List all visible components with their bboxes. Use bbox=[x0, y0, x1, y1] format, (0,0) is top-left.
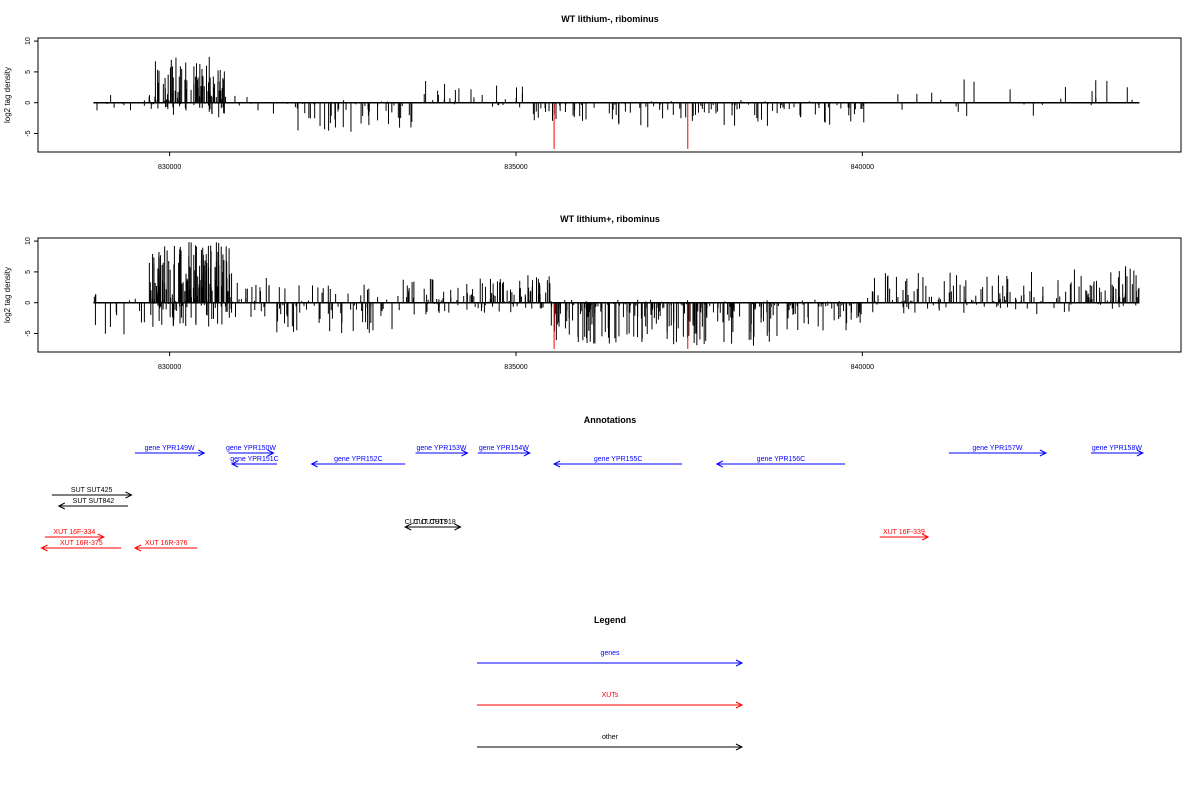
feature-label: gene YPR158W bbox=[1092, 445, 1142, 452]
arrow-head bbox=[735, 743, 744, 751]
arrow-head bbox=[461, 449, 469, 457]
feature-label: XUT 16F-339 bbox=[883, 529, 925, 536]
arrow-head bbox=[404, 523, 412, 531]
y-tick-label: 10 bbox=[25, 37, 32, 45]
arrow-head bbox=[230, 460, 239, 468]
panel-title: WT lithium+, ribominus bbox=[560, 214, 660, 224]
y-tick-label: 0 bbox=[25, 101, 32, 105]
arrow-head bbox=[1136, 449, 1145, 457]
x-tick-label: 840000 bbox=[851, 364, 874, 371]
feature-gene: gene YPR152C bbox=[310, 456, 406, 468]
legend-panel: Legend genes XUTs other bbox=[477, 615, 744, 751]
feature-other: CUT CUT918 bbox=[408, 519, 462, 531]
y-axis-label: log2 tag density bbox=[3, 267, 12, 323]
feature-label: CUT CUT918 bbox=[413, 519, 455, 526]
x-tick-label: 835000 bbox=[504, 364, 527, 371]
feature-label: SUT SUT842 bbox=[73, 498, 115, 505]
arrow-head bbox=[735, 659, 744, 667]
feature-gene: gene YPR157W bbox=[948, 445, 1048, 457]
annotations-title: Annotations bbox=[584, 415, 637, 425]
track-panel-lithium-plus: WT lithium+, ribominus log2 tag density … bbox=[3, 214, 1182, 371]
y-tick-label: 5 bbox=[25, 270, 32, 274]
bar-group bbox=[93, 242, 1140, 349]
feature-group: gene YPR149W gene YPR150W gene YPR151C gene… bbox=[40, 445, 1145, 552]
legend-item-xut: XUTs bbox=[477, 692, 744, 709]
arrow-head bbox=[57, 502, 66, 510]
annotations-panel: Annotations gene YPR149W gene YPR150Wgene… bbox=[40, 415, 1145, 552]
y-tick-label: 0 bbox=[25, 301, 32, 305]
arrow-head bbox=[523, 449, 531, 457]
arrow-head bbox=[735, 701, 744, 709]
x-tick-label: 830000 bbox=[158, 364, 181, 371]
axes-group: -5 0 5 10 830000 835000 840000 bbox=[25, 37, 874, 171]
arrow-head bbox=[198, 449, 206, 457]
arrow-head bbox=[552, 460, 561, 468]
track-panel-lithium-minus: WT lithium-, ribominus log2 tag density … bbox=[3, 14, 1182, 171]
feature-label: gene YPR152C bbox=[334, 456, 383, 463]
feature-gene: gene YPR150W bbox=[226, 445, 276, 457]
x-tick-label: 840000 bbox=[851, 164, 874, 171]
arrow-head bbox=[310, 460, 318, 468]
feature-label: gene YPR150W bbox=[226, 445, 276, 452]
feature-gene: gene YPR156C bbox=[715, 456, 846, 468]
arrow-head bbox=[267, 449, 275, 457]
feature-label: gene YPR151C bbox=[230, 456, 279, 463]
legend-item-other: other bbox=[477, 734, 744, 751]
feature-label: gene YPR157W bbox=[972, 445, 1022, 452]
feature-label: gene YPR156C bbox=[757, 456, 806, 463]
arrow-head bbox=[921, 533, 930, 541]
y-axis-label: log2 tag density bbox=[3, 67, 12, 123]
axes-group: -5 0 5 10 830000 835000 840000 bbox=[25, 237, 874, 371]
feature-label: XUT 16R-375 bbox=[60, 540, 103, 547]
x-tick-label: 835000 bbox=[504, 164, 527, 171]
feature-other: SUT SUT425 bbox=[51, 487, 133, 499]
feature-label: gene YPR149W bbox=[145, 445, 195, 452]
plot-frame bbox=[37, 37, 1182, 153]
legend-label: XUTs bbox=[602, 692, 619, 699]
arrow-head bbox=[125, 491, 133, 499]
feature-label: SUT SUT425 bbox=[71, 487, 113, 494]
feature-label: gene YPR154W bbox=[479, 445, 529, 452]
arrow-head bbox=[97, 533, 105, 541]
feature-other: SUT SUT842 bbox=[57, 498, 129, 510]
feature-gene: gene YPR151C bbox=[230, 456, 279, 468]
feature-xut: XUT 16R-376 bbox=[133, 540, 198, 552]
feature-label: gene YPR153W bbox=[416, 445, 466, 452]
y-tick-label: 5 bbox=[25, 70, 32, 74]
legend-title: Legend bbox=[594, 615, 626, 625]
feature-label: gene YPR155C bbox=[594, 456, 643, 463]
arrow-head bbox=[454, 523, 462, 531]
feature-label: CUT CUT917 bbox=[405, 519, 447, 526]
feature-gene: gene YPR158W bbox=[1090, 445, 1145, 457]
feature-gene: gene YPR149W bbox=[134, 445, 206, 457]
bar-group bbox=[93, 56, 1140, 149]
panel-title: WT lithium-, ribominus bbox=[561, 14, 659, 24]
feature-gene: gene YPR154W bbox=[477, 445, 531, 457]
legend-items: genes XUTs other bbox=[477, 650, 744, 751]
y-tick-label: 10 bbox=[25, 237, 32, 245]
feature-gene: gene YPR153W bbox=[415, 445, 469, 457]
feature-xut: XUT 16F-334 bbox=[44, 529, 105, 541]
legend-label: genes bbox=[600, 650, 620, 657]
arrow-head bbox=[1039, 449, 1048, 457]
feature-label: XUT 16F-334 bbox=[53, 529, 95, 536]
feature-xut: XUT 16R-375 bbox=[40, 540, 122, 552]
feature-label: XUT 16R-376 bbox=[145, 540, 188, 547]
plot-frame bbox=[37, 237, 1182, 353]
x-tick-label: 830000 bbox=[158, 164, 181, 171]
legend-label: other bbox=[602, 734, 619, 741]
feature-xut: XUT 16F-339 bbox=[879, 529, 930, 541]
arrow-head bbox=[40, 544, 48, 552]
feature-gene: gene YPR155C bbox=[552, 456, 683, 468]
arrow-head bbox=[715, 460, 724, 468]
legend-item-gene: genes bbox=[477, 650, 744, 667]
arrow-head bbox=[133, 544, 142, 552]
y-tick-label: -5 bbox=[25, 330, 32, 336]
y-tick-label: -5 bbox=[25, 130, 32, 136]
